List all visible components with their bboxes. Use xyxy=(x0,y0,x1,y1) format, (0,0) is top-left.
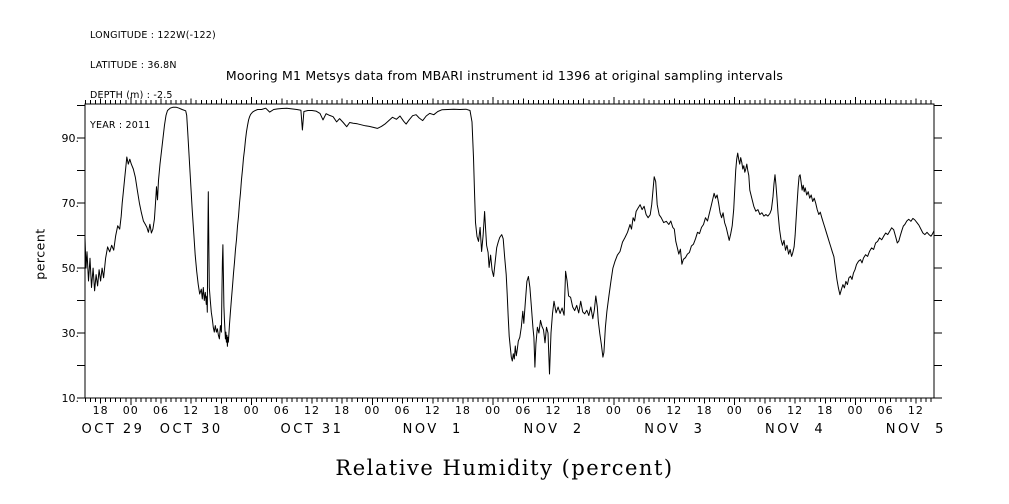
x-hour-tick-label: 12 xyxy=(908,404,924,417)
plot-frame xyxy=(84,103,935,399)
y-tick-label: 10. xyxy=(62,392,80,405)
x-date-label: OCT 29 xyxy=(82,422,145,437)
x-hour-tick-label: 12 xyxy=(183,404,199,417)
metadata-line-depth: DEPTH (m) : -2.5 xyxy=(90,90,173,101)
y-tick-label: 50. xyxy=(62,262,80,275)
x-date-label: NOV 5 xyxy=(886,422,946,437)
x-hour-tick-label: 18 xyxy=(576,404,592,417)
x-hour-tick-label: 06 xyxy=(395,404,411,417)
x-hour-tick-label: 12 xyxy=(304,404,320,417)
x-hour-tick-label: 18 xyxy=(817,404,833,417)
axis-ticks xyxy=(77,97,942,405)
x-hour-tick-label: 00 xyxy=(364,404,380,417)
y-tick-label: 30. xyxy=(62,327,80,340)
x-hour-tick-label: 00 xyxy=(244,404,260,417)
x-hour-tick-label: 06 xyxy=(515,404,531,417)
x-date-label: NOV 2 xyxy=(523,422,583,437)
x-hour-tick-label: 06 xyxy=(757,404,773,417)
x-date-label: OCT 31 xyxy=(281,422,344,437)
x-hour-tick-label: 06 xyxy=(636,404,652,417)
x-hour-tick-label: 18 xyxy=(334,404,350,417)
y-tick-label: 90. xyxy=(62,132,80,145)
x-hour-tick-label: 00 xyxy=(847,404,863,417)
x-date-label: NOV 4 xyxy=(765,422,825,437)
metadata-line-year: YEAR : 2011 xyxy=(90,120,151,131)
x-hour-tick-label: 00 xyxy=(485,404,501,417)
x-hour-tick-label: 06 xyxy=(274,404,290,417)
x-hour-tick-label: 00 xyxy=(727,404,743,417)
metadata-line-longitude: LONGITUDE : 122W(-122) xyxy=(90,30,216,41)
metadata-line-latitude: LATITUDE : 36.8N xyxy=(90,60,177,71)
y-tick-label: 70. xyxy=(62,197,80,210)
metadata-block: LONGITUDE : 122W(-122) LATITUDE : 36.8N … xyxy=(90,11,216,151)
x-date-label: OCT 30 xyxy=(160,422,223,437)
chart-title: Mooring M1 Metsys data from MBARI instru… xyxy=(225,68,784,83)
figure-caption: Relative Humidity (percent) xyxy=(335,456,674,480)
x-hour-tick-label: 18 xyxy=(213,404,229,417)
axis-tick-labels: 10. 30. 50. 70. 90. 18 00 06 12 18 00 06 12 18 00 06 12 1… xyxy=(62,132,946,437)
humidity-line xyxy=(84,106,935,375)
x-hour-tick-label: 18 xyxy=(697,404,713,417)
x-hour-tick-label: 18 xyxy=(455,404,471,417)
x-hour-tick-label: 06 xyxy=(878,404,894,417)
x-date-label: NOV 3 xyxy=(644,422,704,437)
x-hour-tick-label: 00 xyxy=(123,404,139,417)
x-hour-tick-label: 12 xyxy=(546,404,562,417)
x-hour-tick-label: 12 xyxy=(666,404,682,417)
x-hour-tick-label: 00 xyxy=(606,404,622,417)
x-hour-tick-label: 18 xyxy=(93,404,109,417)
x-date-label: NOV 1 xyxy=(403,422,463,437)
x-hour-tick-label: 06 xyxy=(153,404,169,417)
x-hour-tick-label: 12 xyxy=(425,404,441,417)
x-hour-tick-label: 12 xyxy=(787,404,803,417)
